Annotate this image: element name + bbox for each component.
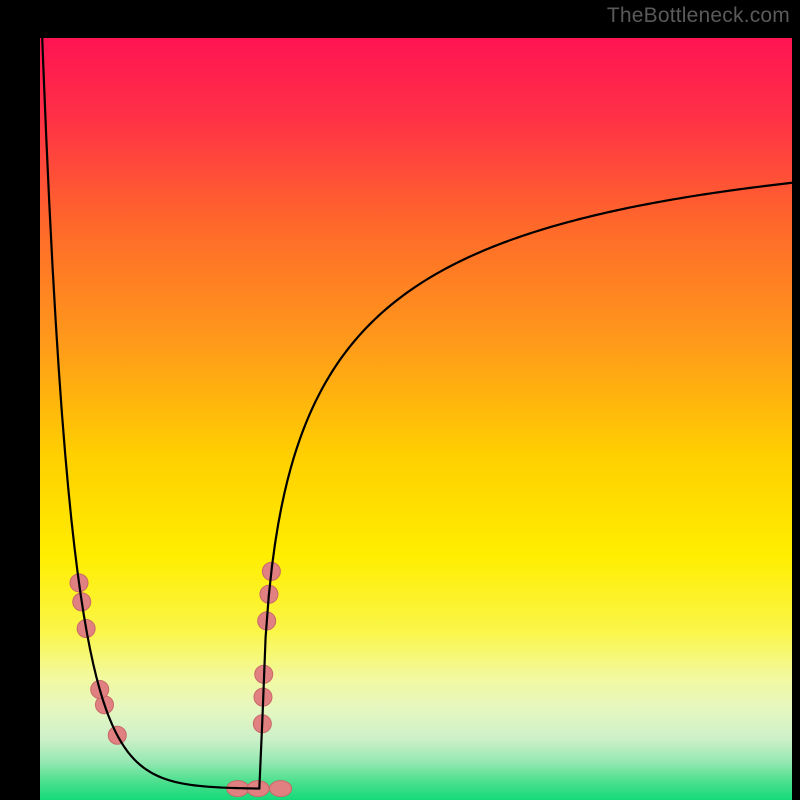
valley-marker	[270, 781, 292, 797]
marker-layer	[70, 562, 292, 796]
chart-container: TheBottleneck.com	[0, 0, 800, 800]
plot-area	[40, 38, 792, 800]
watermark-text: TheBottleneck.com	[607, 4, 790, 28]
bottleneck-curve	[40, 38, 792, 800]
main-curve-path	[40, 38, 792, 789]
